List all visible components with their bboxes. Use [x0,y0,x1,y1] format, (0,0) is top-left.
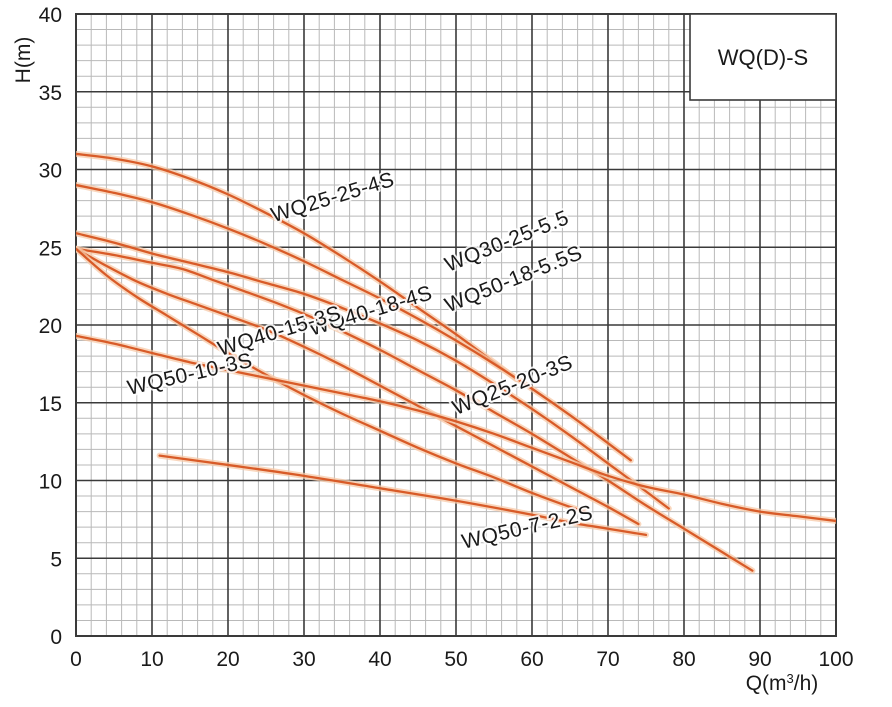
y-axis-tick-labels: 0 5 10 15 20 25 30 35 40 [39,4,62,649]
y-tick-0: 0 [50,626,62,649]
y-tick-25: 25 [39,237,62,260]
x-tick-20: 20 [216,648,239,671]
y-tick-35: 35 [39,82,62,105]
x-tick-30: 30 [292,648,315,671]
x-tick-70: 70 [596,648,619,671]
major-gridlines [75,13,837,637]
chart-title: WQ(D)-S [718,45,808,70]
x-tick-90: 90 [748,648,771,671]
curve-WQ50-7-2.2S [158,454,648,537]
axis-titles: H(m) Q(m3/h) [12,37,818,695]
chart-title-box: WQ(D)-S [689,13,837,101]
x-tick-60: 60 [520,648,543,671]
curve-WQ40-15-3S [76,247,640,526]
curve-WQ30-25-5.5 [76,183,632,462]
x-tick-50: 50 [444,648,467,671]
x-axis-title: Q(m3/h) [746,671,819,695]
plot-frame [75,13,837,637]
x-tick-10: 10 [140,648,163,671]
x-tick-0: 0 [70,648,82,671]
y-axis-title: H(m) [12,37,35,84]
x-tick-80: 80 [672,648,695,671]
x-tick-100: 100 [818,648,853,671]
curve-WQ25-20-3S [76,247,587,513]
y-tick-10: 10 [39,471,62,494]
data-curves [76,150,836,574]
y-tick-40: 40 [39,4,62,27]
curve-WQ50-18-5.5S [76,232,670,510]
x-axis-tick-labels: 0 10 20 30 40 50 60 70 80 90 100 [70,648,853,671]
y-tick-15: 15 [39,393,62,416]
curve-WQ40-18-4S [76,247,754,572]
y-tick-20: 20 [39,315,62,338]
curve-WQ25-25-4S [76,152,518,381]
y-tick-30: 30 [39,160,62,183]
curve-WQ50-10-3S [76,334,836,523]
y-tick-5: 5 [50,548,62,571]
x-tick-40: 40 [368,648,391,671]
